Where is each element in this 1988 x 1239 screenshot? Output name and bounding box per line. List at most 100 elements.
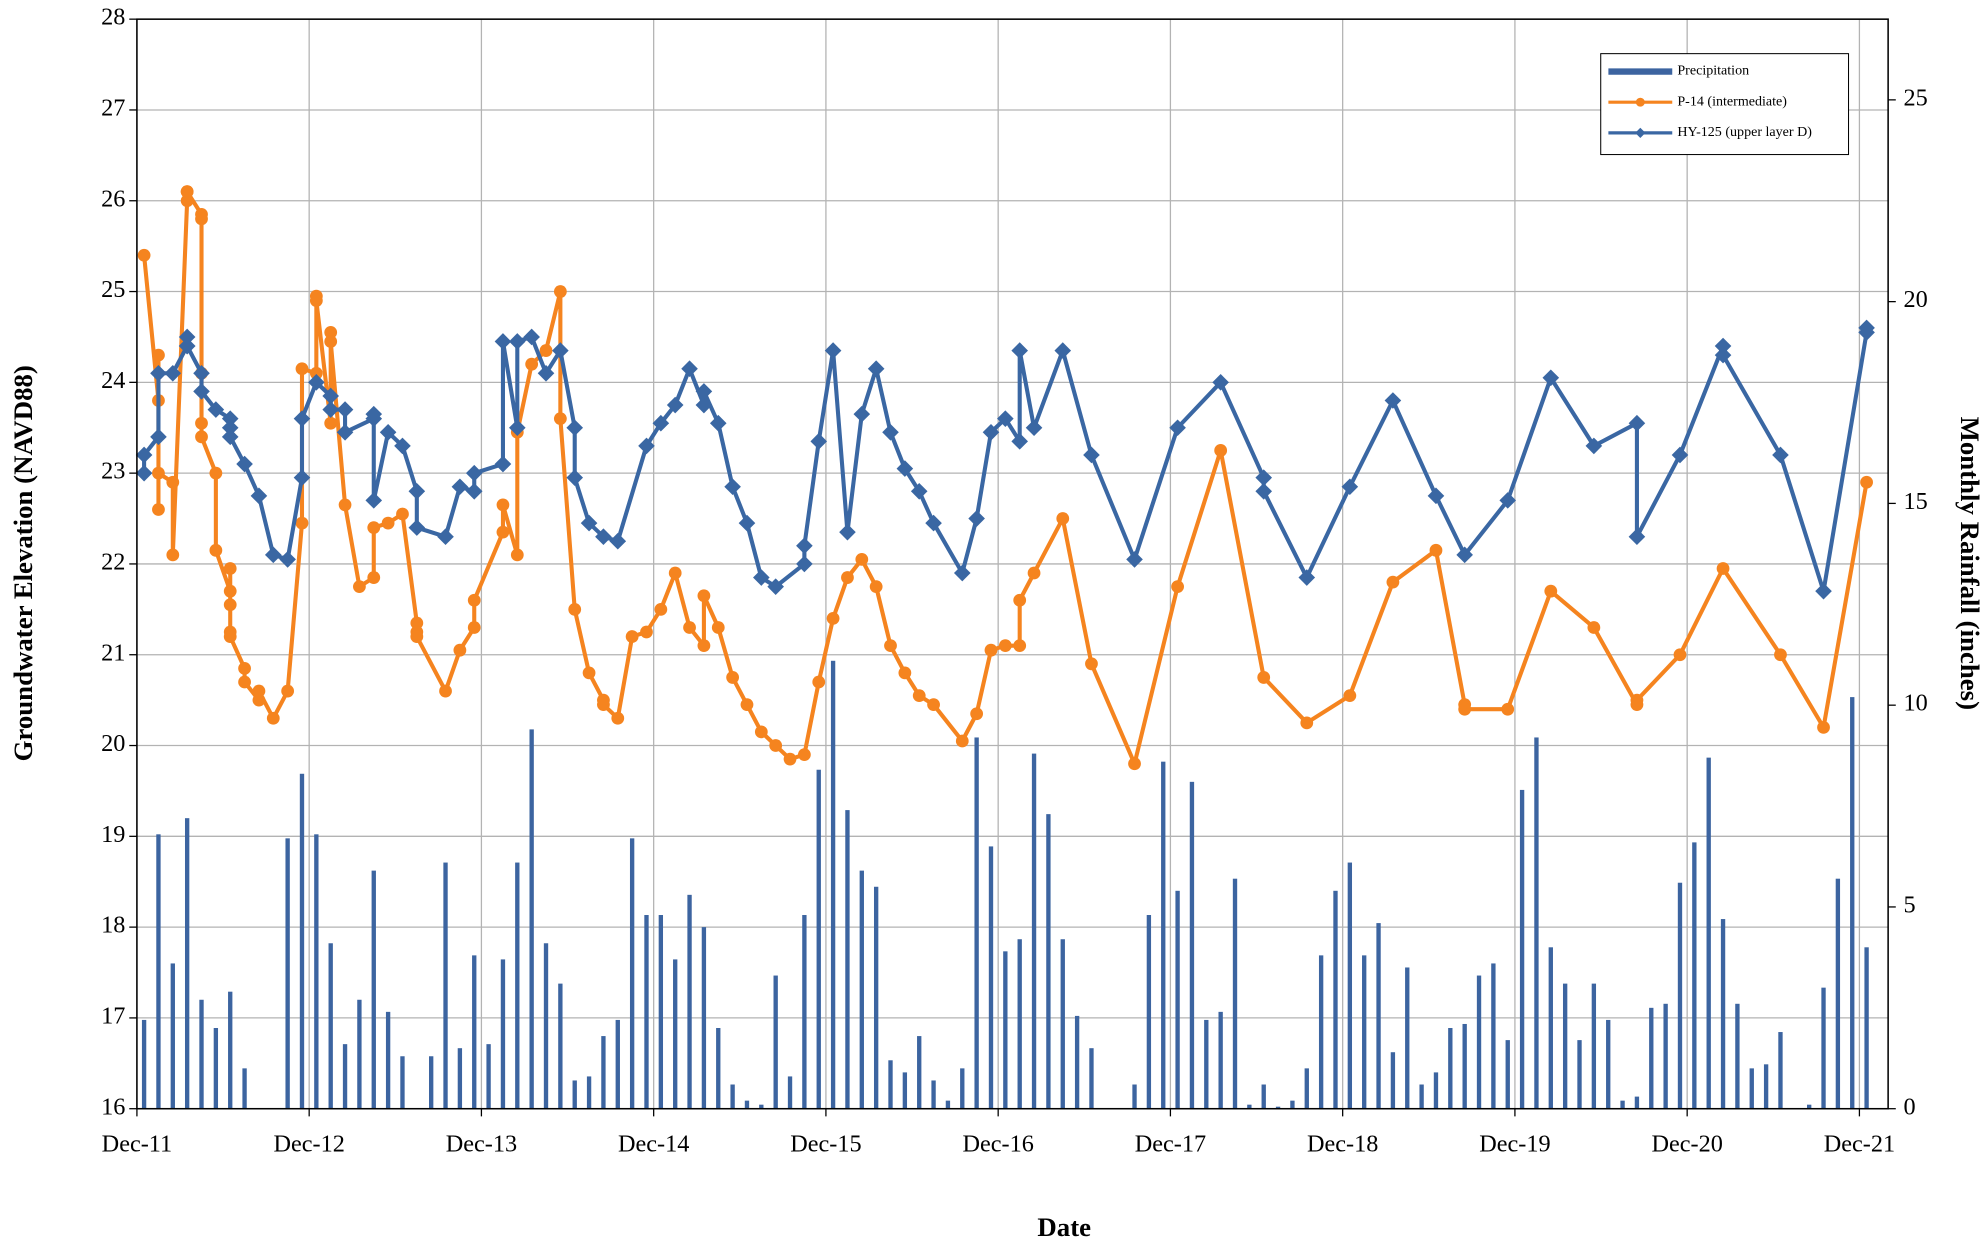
diamond-marker — [1384, 392, 1402, 409]
precipitation-bar — [443, 862, 448, 1109]
x-tick-label: Dec-21 — [1824, 1130, 1895, 1157]
circle-marker — [1056, 512, 1070, 525]
precipitation-bar — [1735, 1003, 1740, 1109]
precipitation-bar — [1074, 1015, 1080, 1109]
circle-marker — [783, 752, 797, 766]
diamond-marker — [494, 333, 512, 350]
x-tick-label: Dec-19 — [1479, 1130, 1550, 1157]
legend-marker — [1635, 97, 1645, 107]
precipitation-bar — [472, 955, 477, 1109]
circle-marker — [281, 684, 295, 698]
x-tick-label: Dec-15 — [790, 1130, 861, 1157]
circle-marker — [754, 725, 768, 739]
precipitation-bar — [615, 1019, 620, 1109]
precipitation-bar — [558, 983, 563, 1109]
precipitation-bar — [400, 1056, 405, 1109]
circle-marker — [309, 294, 323, 308]
circle-marker — [927, 698, 940, 712]
circle-marker — [1257, 671, 1271, 684]
precipitation-bar — [1046, 814, 1051, 1109]
precipitation-bar — [917, 1036, 922, 1109]
precipitation-bar — [1232, 878, 1238, 1109]
precipitation-bar — [1850, 697, 1855, 1109]
circle-marker — [582, 666, 596, 680]
diamond-marker — [1255, 469, 1273, 486]
circle-marker — [1458, 702, 1472, 716]
diamond-marker — [753, 569, 770, 586]
diamond-marker — [666, 396, 684, 414]
diamond-marker — [221, 419, 239, 437]
circle-marker — [697, 639, 711, 653]
x-tick-label: Dec-11 — [102, 1130, 172, 1157]
circle-marker — [223, 562, 237, 575]
y2-tick-label: 5 — [1903, 892, 1915, 919]
circle-marker — [510, 548, 524, 562]
precipitation-bar — [543, 943, 549, 1109]
precipitation-bar — [601, 1036, 606, 1109]
precipitation-bar — [1491, 963, 1496, 1109]
diamond-marker — [609, 532, 627, 550]
precipitation-bar — [1146, 915, 1152, 1109]
diamond-marker — [953, 564, 971, 582]
precipitation-bar — [658, 915, 664, 1109]
circle-marker — [984, 643, 998, 657]
circle-marker — [295, 362, 309, 376]
circle-marker — [166, 548, 180, 562]
precipitation-bar — [1318, 955, 1324, 1109]
circle-marker — [180, 185, 194, 199]
diamond-marker — [580, 514, 598, 532]
diamond-marker — [867, 360, 885, 378]
diamond-marker — [193, 364, 210, 382]
circle-marker — [1171, 580, 1184, 594]
y2-tick-label: 0 — [1903, 1093, 1915, 1120]
circle-marker — [324, 416, 338, 430]
diamond-marker — [738, 514, 756, 532]
y2-tick-label: 15 — [1903, 488, 1927, 515]
precipitation-bar — [242, 1068, 247, 1109]
circle-marker — [324, 326, 338, 339]
circle-marker — [711, 621, 725, 634]
y-tick-label: 28 — [101, 4, 125, 31]
circle-marker — [338, 498, 352, 512]
diamond-marker — [652, 414, 670, 432]
diamond-marker — [839, 523, 856, 541]
circle-marker — [841, 571, 854, 584]
plot-frame — [136, 18, 1889, 1110]
y-tick-label: 22 — [101, 548, 125, 575]
precipitation-bar — [1519, 789, 1525, 1109]
precipitation-bar — [1548, 947, 1553, 1109]
circle-marker — [1544, 584, 1558, 598]
circle-marker — [467, 621, 481, 634]
circle-marker — [209, 543, 223, 557]
circle-marker — [152, 348, 165, 362]
precipitation-bar — [156, 834, 161, 1109]
x-tick-label: Dec-16 — [962, 1130, 1033, 1157]
precipitation-bar — [845, 810, 850, 1109]
diamond-marker — [695, 383, 713, 400]
precipitation-bar — [213, 1028, 219, 1109]
precipitation-bar — [1606, 1019, 1611, 1109]
circle-marker — [295, 516, 309, 530]
circle-marker — [367, 521, 381, 535]
precipitation-bar — [228, 991, 233, 1109]
precipitation-bar — [744, 1100, 750, 1109]
y-tick-label: 21 — [101, 639, 125, 666]
precipitation-bar — [1390, 1052, 1396, 1109]
circle-marker — [1300, 716, 1314, 730]
diamond-marker — [293, 469, 311, 486]
circle-marker — [855, 553, 869, 566]
diamond-marker — [408, 519, 426, 536]
diamond-marker — [1628, 528, 1646, 546]
precipitation-bar — [1706, 757, 1711, 1109]
precipitation-bar — [1218, 1011, 1223, 1109]
diamond-marker — [523, 328, 540, 346]
precipitation-bar — [1333, 890, 1338, 1109]
legend: Precipitation P-14 (intermediate) HY-125 (… — [1600, 53, 1850, 156]
precipitation-bar — [429, 1056, 434, 1109]
circle-marker — [553, 285, 567, 298]
circle-marker — [697, 589, 711, 603]
circle-marker — [1860, 475, 1873, 489]
diamond-marker — [494, 455, 512, 473]
precipitation-bar — [888, 1060, 893, 1109]
precipitation-bar — [1807, 1104, 1812, 1109]
